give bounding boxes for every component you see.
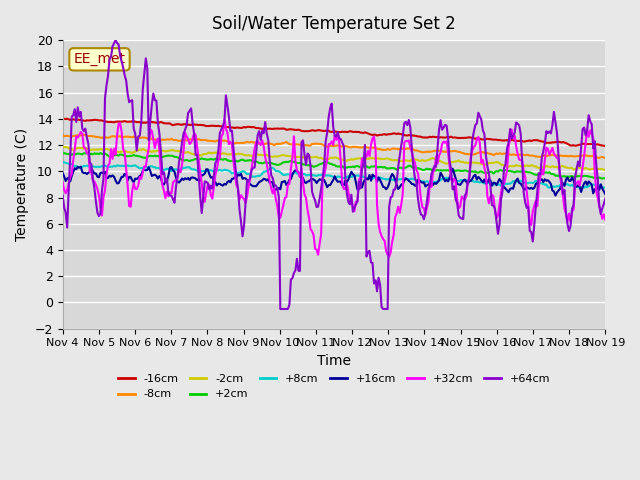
-2cm	[602, 168, 609, 173]
+16cm	[240, 175, 248, 181]
+64cm	[59, 193, 67, 199]
+8cm	[573, 184, 580, 190]
+8cm	[127, 163, 134, 169]
-2cm	[240, 152, 248, 158]
+16cm	[59, 170, 67, 176]
+2cm	[598, 176, 606, 181]
+16cm	[77, 164, 84, 169]
-16cm	[602, 143, 609, 149]
-8cm	[59, 132, 67, 138]
+16cm	[574, 182, 582, 188]
Line: -2cm: -2cm	[63, 147, 605, 170]
-16cm	[600, 143, 607, 149]
-2cm	[127, 149, 134, 155]
-16cm	[127, 119, 134, 124]
-16cm	[60, 116, 68, 121]
Text: EE_met: EE_met	[74, 52, 125, 66]
+64cm	[574, 158, 582, 164]
+8cm	[577, 185, 585, 191]
-16cm	[59, 116, 67, 122]
+8cm	[59, 159, 67, 165]
-16cm	[222, 124, 230, 130]
Legend: -16cm, -8cm, -2cm, +2cm, +8cm, +16cm, +32cm, +64cm: -16cm, -8cm, -2cm, +2cm, +8cm, +16cm, +3…	[113, 370, 554, 404]
+16cm	[222, 182, 230, 188]
+32cm	[574, 179, 582, 184]
Line: +8cm: +8cm	[63, 162, 605, 188]
+2cm	[248, 158, 255, 164]
+32cm	[59, 180, 67, 185]
+64cm	[602, 196, 609, 202]
+16cm	[602, 191, 609, 197]
+32cm	[385, 254, 393, 260]
+64cm	[240, 223, 248, 228]
+16cm	[249, 183, 257, 189]
+64cm	[249, 165, 257, 171]
+8cm	[249, 174, 257, 180]
+32cm	[240, 196, 248, 202]
+32cm	[602, 217, 609, 223]
+8cm	[240, 168, 248, 174]
-2cm	[222, 151, 230, 157]
+32cm	[298, 165, 305, 171]
-8cm	[222, 138, 230, 144]
-16cm	[249, 124, 257, 130]
+2cm	[296, 160, 304, 166]
+2cm	[602, 176, 609, 181]
+16cm	[298, 173, 305, 179]
Line: +16cm: +16cm	[63, 167, 605, 195]
Title: Soil/Water Temperature Set 2: Soil/Water Temperature Set 2	[212, 15, 456, 33]
+8cm	[60, 159, 68, 165]
Line: +32cm: +32cm	[63, 119, 605, 257]
Line: -8cm: -8cm	[63, 134, 605, 158]
+8cm	[602, 185, 609, 191]
-16cm	[573, 143, 580, 148]
-8cm	[240, 140, 248, 145]
+2cm	[59, 150, 67, 156]
+64cm	[112, 37, 120, 43]
+16cm	[552, 192, 559, 198]
+8cm	[222, 168, 230, 173]
+64cm	[299, 137, 307, 143]
-8cm	[80, 132, 88, 137]
Line: -16cm: -16cm	[63, 119, 605, 146]
+2cm	[221, 156, 228, 162]
+64cm	[276, 306, 284, 312]
X-axis label: Time: Time	[317, 354, 351, 368]
+32cm	[249, 155, 257, 161]
+64cm	[222, 93, 230, 98]
-2cm	[60, 144, 68, 150]
-8cm	[127, 134, 134, 140]
-8cm	[298, 141, 305, 147]
-8cm	[573, 154, 580, 159]
+2cm	[572, 174, 579, 180]
+32cm	[222, 126, 230, 132]
-2cm	[573, 165, 580, 171]
+2cm	[239, 156, 246, 162]
-2cm	[249, 153, 257, 159]
-8cm	[249, 140, 257, 145]
-2cm	[59, 144, 67, 150]
+32cm	[221, 116, 228, 122]
+32cm	[125, 203, 133, 209]
-16cm	[298, 128, 305, 134]
-2cm	[298, 154, 305, 160]
+2cm	[125, 153, 133, 159]
Line: +64cm: +64cm	[63, 40, 605, 309]
+8cm	[298, 171, 305, 177]
+64cm	[127, 98, 134, 104]
Line: +2cm: +2cm	[63, 153, 605, 179]
-16cm	[240, 124, 248, 130]
+16cm	[127, 174, 134, 180]
Y-axis label: Temperature (C): Temperature (C)	[15, 128, 29, 241]
-8cm	[602, 155, 609, 161]
